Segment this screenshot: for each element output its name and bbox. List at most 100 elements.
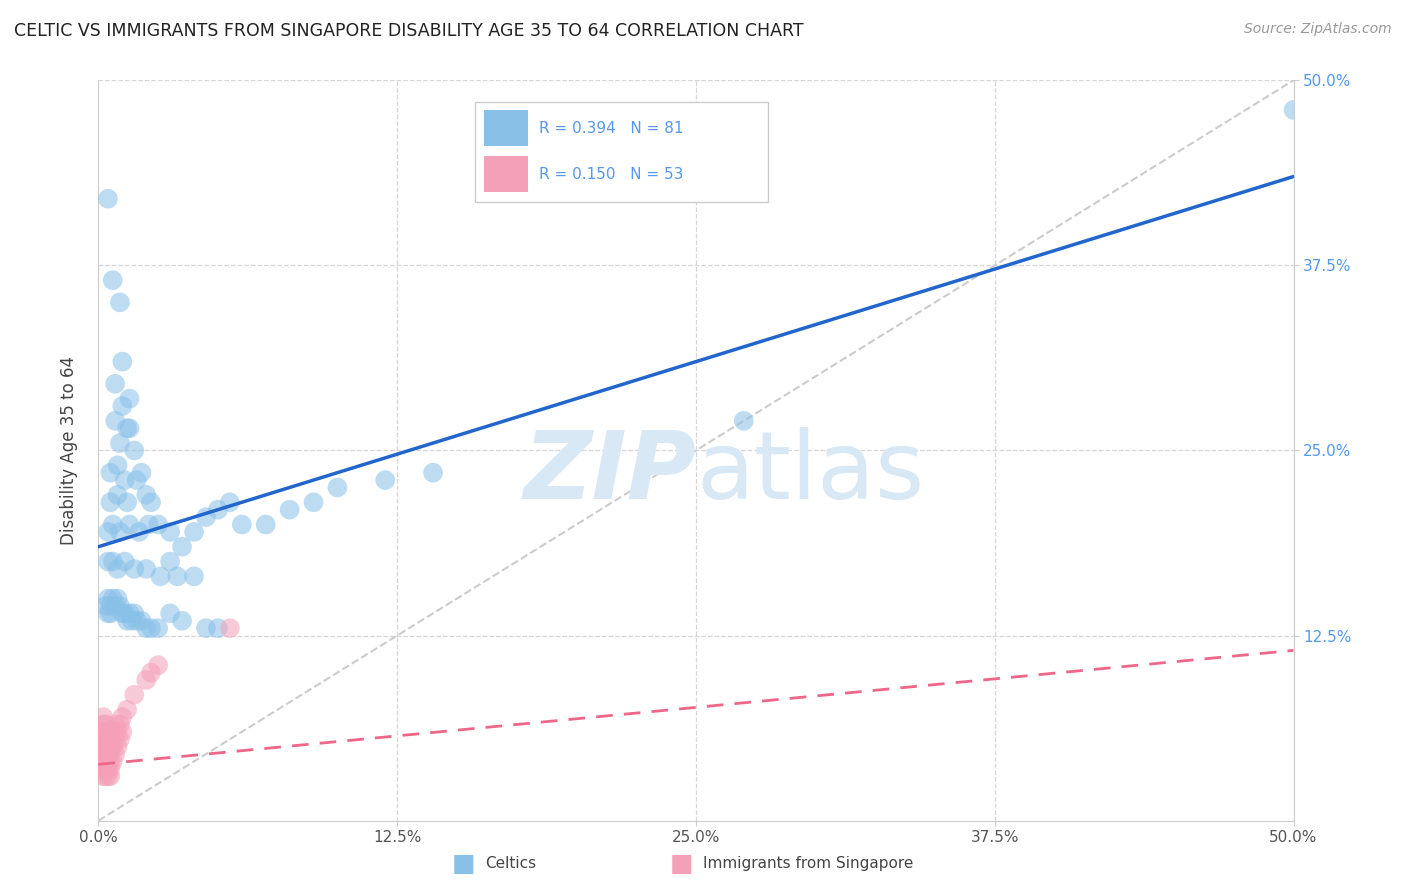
Point (107, 724, 129, 739)
Text: Source: ZipAtlas.com: Source: ZipAtlas.com (1244, 22, 1392, 37)
Point (97, 555, 120, 569)
Point (94, 747, 117, 761)
Point (101, 273, 124, 287)
Point (94, 762, 117, 776)
Text: Celtics: Celtics (485, 856, 536, 871)
Point (326, 480, 349, 494)
Point (98, 607, 122, 621)
Point (207, 502, 229, 516)
Point (131, 466, 153, 480)
Point (97, 739, 120, 754)
Point (115, 495, 138, 509)
Point (98, 466, 122, 480)
Point (91, 755, 114, 769)
Point (90, 739, 112, 754)
Point (97, 607, 120, 621)
Point (91, 739, 114, 754)
Point (124, 688, 146, 702)
Point (98, 762, 122, 776)
Point (148, 658, 170, 673)
Point (118, 607, 141, 621)
Point (97, 524, 120, 539)
Point (108, 436, 131, 450)
Point (183, 524, 205, 539)
Point (111, 607, 134, 621)
Point (374, 473, 396, 487)
Point (101, 755, 124, 769)
Point (115, 703, 138, 717)
Point (104, 376, 127, 391)
Point (91, 710, 114, 724)
Point (1282, 103, 1305, 117)
Point (108, 599, 131, 613)
Point (98, 769, 122, 783)
Point (94, 769, 117, 783)
Point (90, 747, 112, 761)
Point (107, 591, 129, 606)
Point (94, 739, 117, 754)
Point (125, 473, 148, 487)
Text: ■: ■ (453, 852, 475, 875)
Point (135, 621, 157, 635)
Point (254, 517, 277, 532)
Point (138, 517, 160, 532)
Point (91, 724, 114, 739)
Point (107, 562, 129, 576)
Point (104, 732, 127, 747)
Point (108, 295, 131, 310)
Point (159, 524, 181, 539)
Point (131, 614, 153, 628)
Point (148, 621, 170, 635)
Point (207, 621, 229, 635)
Point (195, 621, 218, 635)
Point (98, 747, 122, 761)
Point (108, 732, 131, 747)
Point (124, 607, 146, 621)
Point (125, 614, 148, 628)
Point (97, 591, 120, 606)
Point (104, 717, 127, 731)
Point (118, 421, 141, 435)
Point (128, 524, 150, 539)
Text: atlas: atlas (696, 426, 924, 518)
Point (121, 614, 143, 628)
Text: Immigrants from Singapore: Immigrants from Singapore (703, 856, 914, 871)
Point (219, 495, 242, 509)
Point (101, 555, 124, 569)
Point (91, 747, 114, 761)
Point (107, 458, 129, 473)
Point (91, 762, 114, 776)
Point (219, 621, 242, 635)
Point (91, 732, 114, 747)
Point (118, 517, 141, 532)
Text: ■: ■ (671, 852, 693, 875)
Point (97, 192, 120, 206)
Point (139, 665, 162, 680)
Point (111, 399, 134, 413)
Point (107, 739, 129, 754)
Point (94, 724, 117, 739)
Point (231, 517, 253, 532)
Point (94, 755, 117, 769)
Point (98, 732, 122, 747)
Point (97, 769, 120, 783)
Point (97, 762, 120, 776)
Point (172, 540, 194, 554)
Point (101, 739, 124, 754)
Text: ZIP: ZIP (523, 426, 696, 518)
Point (90, 732, 112, 747)
Point (302, 495, 325, 509)
Point (124, 443, 146, 458)
Point (97, 747, 120, 761)
Point (159, 555, 181, 569)
Point (114, 473, 136, 487)
Point (148, 517, 170, 532)
Point (114, 555, 136, 569)
Point (114, 607, 136, 621)
Point (149, 569, 172, 583)
Point (101, 724, 124, 739)
Point (115, 614, 138, 628)
Point (195, 510, 218, 524)
Point (98, 724, 122, 739)
Point (422, 466, 444, 480)
